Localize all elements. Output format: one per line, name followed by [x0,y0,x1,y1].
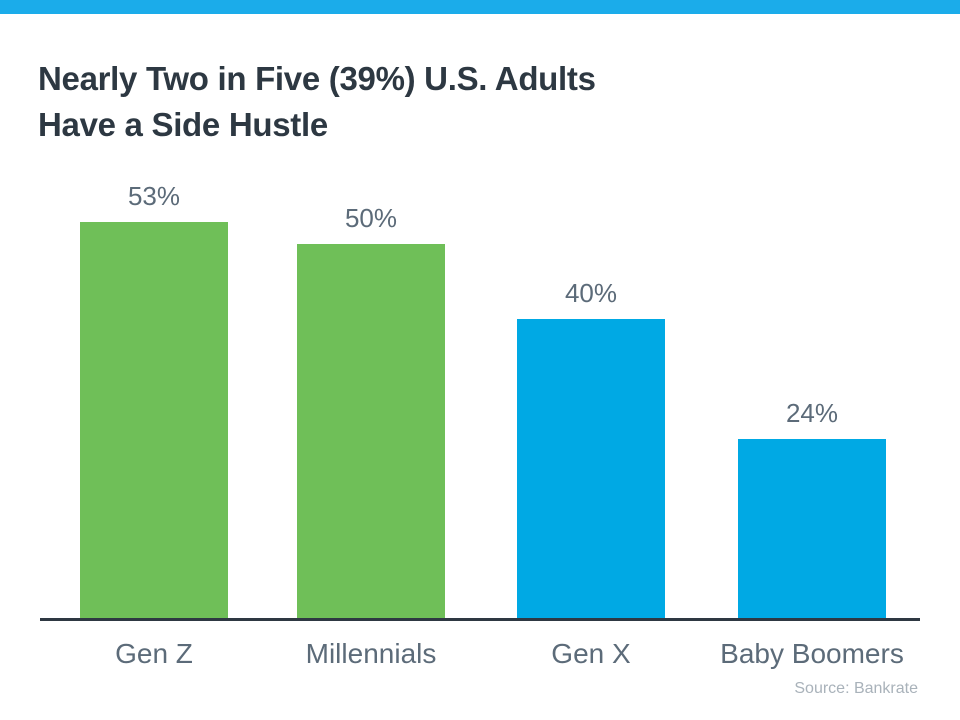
bar-millennials [297,244,445,618]
bar-gen-x [517,319,665,618]
x-axis-label-gen-x: Gen X [551,638,631,669]
bar-baby-boomers [738,439,886,618]
bar-value-label-gen-x: 40% [564,278,618,308]
x-axis-label-baby-boomers: Baby Boomers [720,638,904,669]
top-accent-bar [0,0,960,14]
bar-value-label-millennials: 50% [344,203,398,233]
x-axis-line [40,618,920,621]
x-axis-label-millennials: Millennials [305,638,437,669]
title-line-2: Have a Side Hustle [38,105,328,143]
bar-gen-z [80,222,228,618]
plot-area: 53% 50% 40% 24% [40,160,920,618]
bar-value-label-gen-z: 53% [127,181,181,211]
page-title: Nearly Two in Five (39%) U.S. Adults Hav… [38,56,838,147]
title-line-1: Nearly Two in Five (39%) U.S. Adults [38,60,596,97]
source-credit: Source: Bankrate [794,680,918,697]
x-axis-label-gen-z: Gen Z [115,638,193,669]
bar-value-label-baby-boomers: 24% [785,398,839,428]
bar-chart: 53% 50% 40% 24% Gen Z Millennials Gen X Baby B… [40,160,920,720]
